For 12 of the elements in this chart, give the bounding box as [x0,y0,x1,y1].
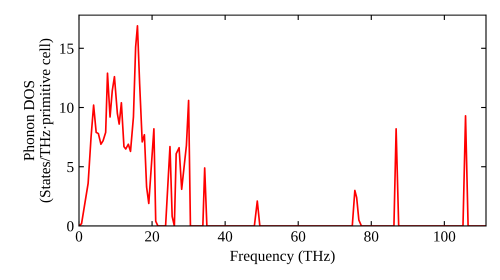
y-tick-label: 5 [67,162,74,172]
x-tick-label: 40 [218,231,232,242]
y-tick-label: 10 [60,102,74,113]
y-tick-label: 15 [60,44,74,54]
x-tick-label: 100 [434,231,456,242]
x-axis-title: Frequency (THz) [230,250,335,264]
x-tick-label: 20 [145,231,160,242]
x-tick-label: 60 [291,231,306,242]
y-tick-label: 0 [67,221,74,232]
x-tick-label: 80 [364,231,378,242]
x-tick-label: 0 [76,231,82,242]
y-axis-title: Phonon DOS (States/THz·primitive cell) [23,38,54,202]
